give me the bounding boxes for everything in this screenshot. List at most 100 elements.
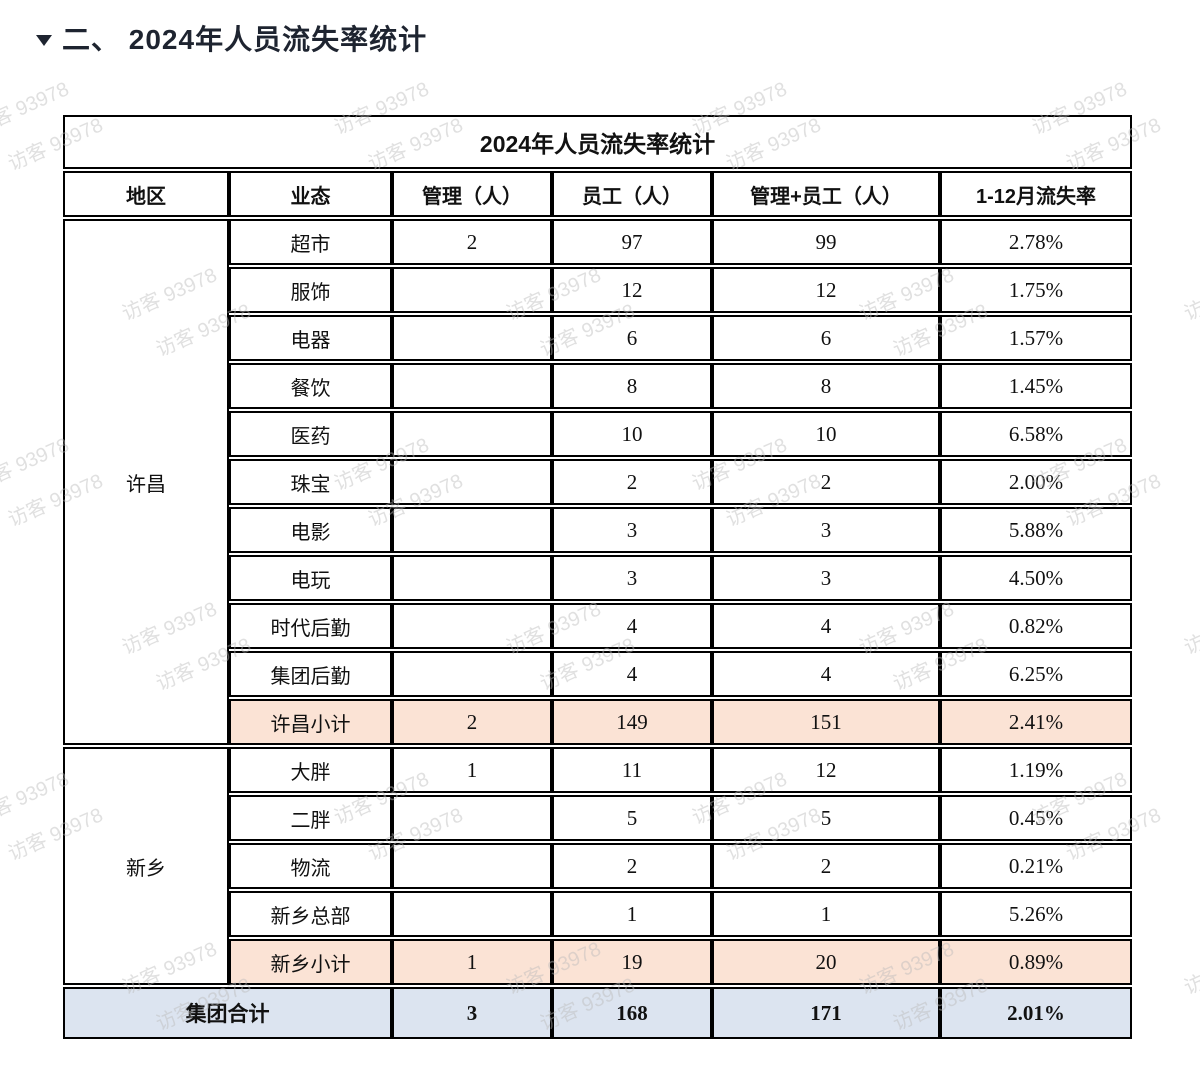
- business-cell: 集团后勤: [229, 651, 392, 697]
- business-cell: 新乡总部: [229, 891, 392, 937]
- mgmt-cell: [392, 459, 552, 505]
- business-cell: 医药: [229, 411, 392, 457]
- total-cell: 3: [712, 507, 940, 553]
- table-row: 电影 3 3 5.88%: [63, 507, 1132, 553]
- staff-cell: 5: [552, 795, 712, 841]
- rate-cell: 2.78%: [940, 219, 1132, 265]
- watermark-text: 访客 93978: [0, 768, 73, 830]
- staff-cell: 2: [552, 459, 712, 505]
- watermark-text: 访客 93978: [1180, 938, 1200, 1000]
- rate-cell: 5.88%: [940, 507, 1132, 553]
- staff-cell: 3: [552, 555, 712, 601]
- business-cell: 物流: [229, 843, 392, 889]
- rate-cell: 1.45%: [940, 363, 1132, 409]
- table-title: 2024年人员流失率统计: [63, 115, 1132, 169]
- mgmt-cell: [392, 363, 552, 409]
- table-row: 许昌 超市 2 97 99 2.78%: [63, 219, 1132, 745]
- total-cell: 12: [712, 267, 940, 313]
- business-cell: 珠宝: [229, 459, 392, 505]
- table-row: 珠宝 2 2 2.00%: [63, 459, 1132, 505]
- table-row: 集团后勤 4 4 6.25%: [63, 651, 1132, 697]
- mgmt-cell: [392, 891, 552, 937]
- mgmt-cell: [392, 795, 552, 841]
- staff-cell: 4: [552, 651, 712, 697]
- turnover-table: 2024年人员流失率统计 地区 业态 管理（人） 员工（人） 管理+员工（人） 1-12月…: [63, 113, 1132, 1041]
- column-header-rate: 1-12月流失率: [940, 171, 1132, 217]
- column-header-region: 地区: [63, 171, 229, 217]
- business-cell: 新乡小计: [229, 939, 392, 985]
- rate-cell: 2.00%: [940, 459, 1132, 505]
- staff-cell: 149: [552, 699, 712, 745]
- total-cell: 3: [712, 555, 940, 601]
- column-header-staff: 员工（人）: [552, 171, 712, 217]
- subtotal-row: 新乡小计 1 19 20 0.89%: [63, 939, 1132, 985]
- business-cell: 大胖: [229, 747, 392, 793]
- total-cell: 151: [712, 699, 940, 745]
- rate-cell: 1.75%: [940, 267, 1132, 313]
- staff-cell: 97: [552, 219, 712, 265]
- table-row: 医药 10 10 6.58%: [63, 411, 1132, 457]
- table-row: 二胖 5 5 0.45%: [63, 795, 1132, 841]
- mgmt-cell: [392, 507, 552, 553]
- total-cell: 4: [712, 603, 940, 649]
- rate-cell: 0.21%: [940, 843, 1132, 889]
- table-row: 电器 6 6 1.57%: [63, 315, 1132, 361]
- column-header-mgmt: 管理（人）: [392, 171, 552, 217]
- mgmt-cell: 2: [392, 219, 552, 265]
- rate-cell: 0.45%: [940, 795, 1132, 841]
- total-cell: 4: [712, 651, 940, 697]
- staff-cell: 19: [552, 939, 712, 985]
- rate-cell: 5.26%: [940, 891, 1132, 937]
- staff-cell: 12: [552, 267, 712, 313]
- rate-cell: 1.57%: [940, 315, 1132, 361]
- business-cell: 电影: [229, 507, 392, 553]
- staff-cell: 2: [552, 843, 712, 889]
- business-cell: 时代后勤: [229, 603, 392, 649]
- section-title: 二、 2024年人员流失率统计: [62, 24, 428, 55]
- region-cell: 新乡: [63, 747, 229, 985]
- watermark-text: 访客 93978: [0, 78, 73, 140]
- mgmt-cell: 2: [392, 699, 552, 745]
- table-row: 餐饮 8 8 1.45%: [63, 363, 1132, 409]
- rate-cell: 6.25%: [940, 651, 1132, 697]
- total-cell: 20: [712, 939, 940, 985]
- table-header-row: 地区 业态 管理（人） 员工（人） 管理+员工（人） 1-12月流失率: [63, 171, 1132, 217]
- business-cell: 电器: [229, 315, 392, 361]
- watermark-text: 访客 93978: [1180, 598, 1200, 660]
- total-cell: 12: [712, 747, 940, 793]
- business-cell: 餐饮: [229, 363, 392, 409]
- total-cell: 2: [712, 843, 940, 889]
- mgmt-cell: [392, 267, 552, 313]
- business-cell: 二胖: [229, 795, 392, 841]
- table-row: 服饰 12 12 1.75%: [63, 267, 1132, 313]
- staff-cell: 4: [552, 603, 712, 649]
- watermark-text: 访客 93978: [0, 434, 73, 496]
- grand-total-combined-cell: 171: [712, 987, 940, 1039]
- collapse-triangle-icon[interactable]: [36, 35, 52, 46]
- staff-cell: 10: [552, 411, 712, 457]
- total-cell: 1: [712, 891, 940, 937]
- staff-cell: 8: [552, 363, 712, 409]
- rate-cell: 6.58%: [940, 411, 1132, 457]
- business-cell: 许昌小计: [229, 699, 392, 745]
- rate-cell: 1.19%: [940, 747, 1132, 793]
- total-cell: 6: [712, 315, 940, 361]
- total-cell: 2: [712, 459, 940, 505]
- subtotal-row: 许昌小计 2 149 151 2.41%: [63, 699, 1132, 745]
- rate-cell: 4.50%: [940, 555, 1132, 601]
- business-cell: 服饰: [229, 267, 392, 313]
- total-cell: 8: [712, 363, 940, 409]
- table-title-row: 2024年人员流失率统计: [63, 115, 1132, 169]
- table-row: 电玩 3 3 4.50%: [63, 555, 1132, 601]
- business-cell: 超市: [229, 219, 392, 265]
- rate-cell: 2.41%: [940, 699, 1132, 745]
- mgmt-cell: 1: [392, 747, 552, 793]
- mgmt-cell: [392, 315, 552, 361]
- mgmt-cell: [392, 843, 552, 889]
- staff-cell: 1: [552, 891, 712, 937]
- table-row: 时代后勤 4 4 0.82%: [63, 603, 1132, 649]
- mgmt-cell: [392, 651, 552, 697]
- table-row: 物流 2 2 0.21%: [63, 843, 1132, 889]
- grand-total-staff-cell: 168: [552, 987, 712, 1039]
